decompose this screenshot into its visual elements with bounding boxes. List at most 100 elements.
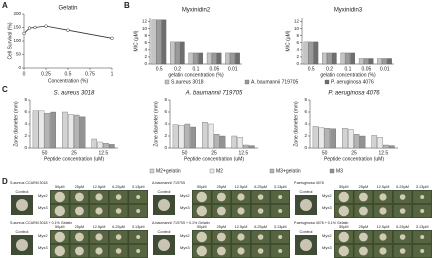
concentration-label: 50μM [55, 185, 65, 189]
x-tick-label: 0.1 [193, 66, 200, 72]
bar [190, 126, 196, 149]
y-tick-label: 6 [164, 109, 167, 114]
chart-title: Myxinidin2 [182, 8, 211, 14]
inhibition-zone [237, 207, 245, 215]
bar [172, 124, 179, 149]
legend-swatch [149, 168, 155, 174]
inhibition-zone [75, 206, 84, 216]
bar [213, 134, 220, 149]
x-tick-label: 12.5 [98, 150, 108, 156]
bar [32, 110, 39, 149]
control-label: Control [158, 189, 171, 194]
bar [219, 135, 226, 149]
point [110, 36, 114, 40]
bar [174, 41, 180, 65]
bar [91, 138, 98, 149]
x-tick-label: 0.5 [156, 66, 163, 72]
y-tick-label: 4 [296, 47, 299, 52]
inhibition-zone [257, 208, 264, 214]
y-tick-label: 0 [24, 145, 27, 150]
inhibition-zone [95, 207, 103, 215]
inhibition-zone [399, 194, 406, 200]
y-axis-title: Zone diameter (mm) [153, 101, 159, 147]
inhibition-zone [95, 233, 103, 241]
legend-label: M2+gelatin [156, 168, 181, 174]
x-tick-label: 12.5 [378, 150, 388, 156]
inhibition-zone [217, 232, 226, 242]
y-tick-label: 50 [16, 52, 22, 57]
panel-label: C [2, 85, 8, 94]
bar [193, 52, 199, 65]
y-tick-label: 0 [304, 145, 307, 150]
concentration-label: 3.13μM [132, 185, 145, 189]
x-tick-label: 50 [182, 150, 188, 156]
bar [170, 41, 175, 65]
x-tick-label: 12.5 [238, 150, 248, 156]
row-label: Myx3 [38, 205, 48, 210]
x-tick-label: 0.01 [228, 66, 238, 72]
y-tick-label: 12 [142, 19, 148, 24]
bar [235, 52, 240, 65]
concentration-label: 6.25μM [396, 185, 409, 189]
inhibition-zone [136, 235, 141, 239]
inhibition-zone [115, 194, 122, 200]
x-tick-label: 0.2 [174, 66, 181, 72]
row-label: Myx2 [322, 233, 332, 238]
bar [249, 145, 255, 149]
x-tick-label: 50 [42, 150, 48, 156]
control-label: Control [16, 189, 29, 194]
y-tick-label: 0 [144, 61, 147, 66]
legend-label: M3+gelatin [276, 168, 301, 174]
concentration-label: 6.25μM [254, 185, 267, 189]
inhibition-zone [379, 193, 387, 201]
inhibition-zone [136, 249, 141, 253]
bar [387, 58, 392, 65]
bar [326, 52, 332, 65]
point [27, 26, 32, 30]
x-tick-label: 0.2 [326, 66, 333, 72]
row-label: Myx3 [322, 245, 332, 250]
y-tick-label: 2 [164, 133, 167, 138]
inhibition-zone [237, 233, 245, 241]
x-axis-title: gelatin concentration (%) [320, 72, 376, 78]
y-tick-label: 2 [24, 133, 27, 138]
bar [350, 52, 356, 65]
inhibition-zone [54, 191, 65, 203]
y-tick-label: 8 [296, 33, 299, 38]
inhibition-zone [379, 233, 387, 241]
y-tick-label: 4 [164, 121, 167, 126]
row-label: Myx2 [38, 233, 48, 238]
inhibition-zone [95, 193, 103, 201]
legend-swatch [329, 168, 335, 174]
concentration-label: 3.13μM [274, 185, 287, 189]
bar [353, 134, 360, 149]
inhibition-zone [420, 195, 425, 199]
x-tick-label: 50 [322, 150, 328, 156]
plate-group-title: P.aeruginosa 4076 [294, 181, 324, 185]
concentration-label: 50μM [339, 185, 349, 189]
x-tick-label: 1 [111, 71, 114, 77]
control-label: Control [300, 229, 313, 234]
y-tick-label: 100 [13, 38, 21, 43]
y-axis-title: Zone diameter (mm) [293, 101, 299, 147]
bar [318, 127, 325, 149]
y-tick-label: 4 [144, 47, 147, 52]
concentration-label: 25μM [75, 185, 85, 189]
inhibition-zone [54, 231, 65, 243]
y-tick-label: 6 [144, 40, 147, 45]
y-axis-title: Cell Survival (%) [7, 22, 13, 59]
inhibition-zone [338, 205, 349, 217]
bar [303, 41, 309, 65]
x-tick-label: 25 [71, 150, 77, 156]
bar [322, 52, 327, 65]
concentration-label: 12.5μM [93, 225, 106, 229]
legend-label: M2 [216, 168, 223, 174]
bar [179, 41, 185, 65]
control-label: Control [158, 229, 171, 234]
bar [156, 19, 162, 65]
bar [67, 114, 74, 149]
bar [206, 52, 212, 65]
y-tick-label: 0 [296, 61, 299, 66]
point [66, 28, 70, 32]
y-tick-label: 2 [144, 54, 147, 59]
